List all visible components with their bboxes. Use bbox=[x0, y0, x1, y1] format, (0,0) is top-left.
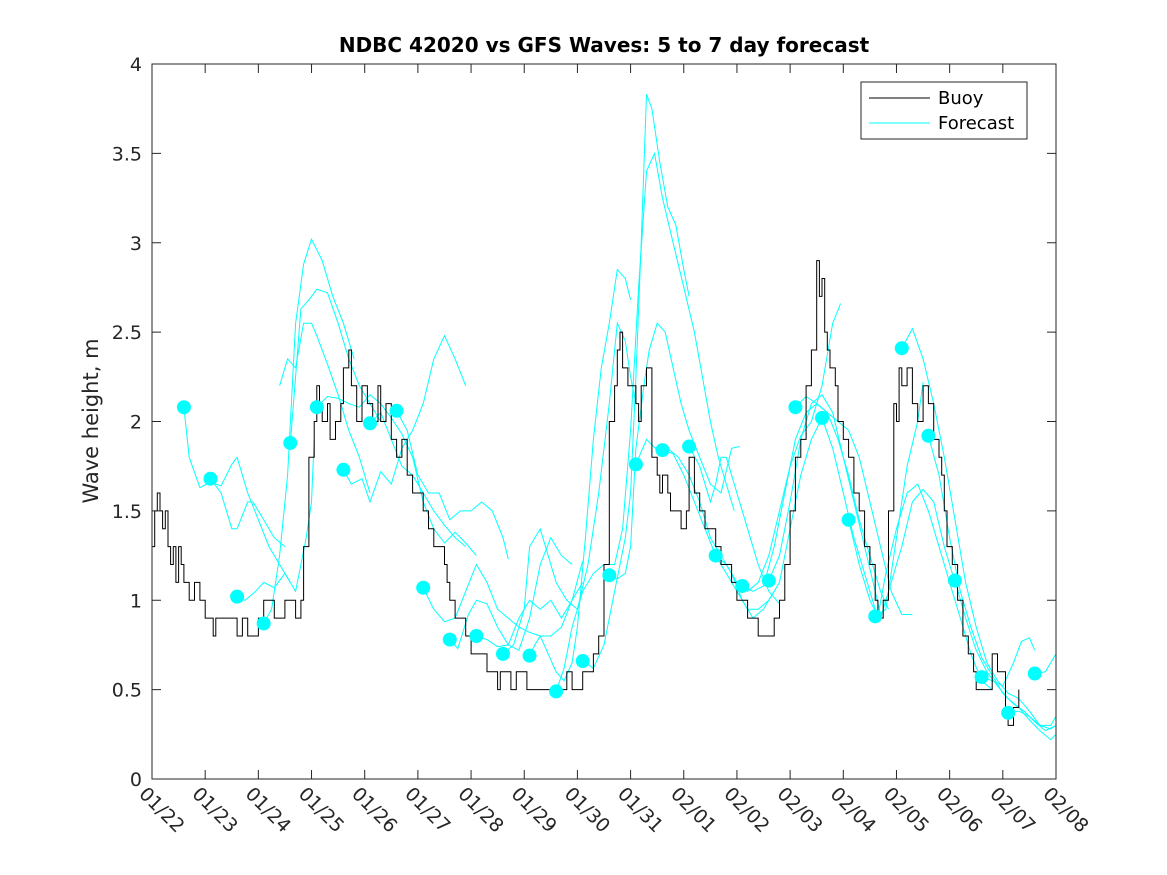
forecast-start-marker bbox=[176, 400, 191, 415]
forecast-start-marker bbox=[336, 462, 351, 477]
buoy-series-line bbox=[152, 260, 1020, 726]
forecast-start-marker bbox=[1027, 666, 1042, 681]
y-axis: 0 0.5 1 1.5 2 2.5 3 3.5 4 bbox=[112, 54, 1056, 791]
y-tick-label: 3 bbox=[130, 233, 142, 255]
legend-box bbox=[860, 81, 1028, 140]
forecast-start-marker bbox=[203, 471, 218, 486]
forecast-start-marker bbox=[549, 684, 564, 699]
plot-area bbox=[152, 64, 1056, 779]
forecast-start-marker bbox=[256, 616, 271, 631]
forecast-series-line bbox=[768, 393, 881, 615]
forecast-start-marker bbox=[363, 416, 378, 431]
forecast-start-marker bbox=[230, 589, 245, 604]
forecast-start-marker bbox=[708, 548, 723, 563]
forecast-start-marker bbox=[868, 609, 883, 624]
forecast-series-line bbox=[901, 327, 1057, 726]
forecast-series-line bbox=[848, 483, 993, 690]
forecast-start-marker bbox=[575, 654, 590, 669]
forecast-series-line bbox=[369, 411, 467, 547]
forecast-start-marker bbox=[469, 629, 484, 643]
forecast-series-line bbox=[874, 382, 924, 617]
y-tick-label: 0 bbox=[130, 769, 142, 791]
forecast-series-line bbox=[609, 322, 740, 580]
forecast-start-marker bbox=[735, 578, 750, 593]
y-tick-label: 1 bbox=[130, 590, 142, 612]
legend: Buoy Forecast bbox=[860, 81, 1028, 140]
legend-label-forecast: Forecast bbox=[938, 113, 1014, 134]
forecast-start-marker bbox=[309, 400, 324, 415]
forecast-start-marker bbox=[522, 648, 537, 663]
forecast-start-marker bbox=[921, 428, 936, 443]
forecast-series-line bbox=[279, 322, 371, 494]
forecast-start-marker bbox=[815, 410, 830, 425]
forecast-start-marker bbox=[894, 341, 909, 356]
forecast-series-line bbox=[289, 288, 382, 444]
forecast-series-line bbox=[954, 580, 1057, 741]
forecast-start-marker bbox=[389, 403, 404, 418]
y-tick-label: 0.5 bbox=[112, 680, 142, 702]
forecast-series-line bbox=[795, 395, 913, 615]
forecast-start-marker bbox=[442, 632, 457, 647]
forecast-series-line bbox=[555, 151, 735, 692]
forecast-start-marker bbox=[655, 443, 670, 458]
forecast-start-marker bbox=[947, 573, 962, 588]
y-axis-label: Wave height, m bbox=[79, 338, 103, 503]
forecast-start-marker bbox=[495, 646, 510, 661]
forecast-start-marker bbox=[1001, 705, 1016, 720]
legend-label-buoy: Buoy bbox=[938, 88, 984, 109]
forecast-start-marker bbox=[974, 670, 989, 685]
forecast-series-line bbox=[529, 268, 632, 682]
y-tick-label: 3.5 bbox=[112, 143, 142, 165]
chart-title: NDBC 42020 vs GFS Waves: 5 to 7 day fore… bbox=[339, 33, 870, 57]
y-tick-label: 2.5 bbox=[112, 322, 142, 344]
forecast-series-line bbox=[582, 94, 690, 669]
forecast-start-marker bbox=[416, 580, 431, 595]
forecast-series-line bbox=[396, 410, 509, 560]
forecast-series-line bbox=[210, 478, 286, 547]
forecast-series-line bbox=[476, 560, 584, 648]
forecast-series-line bbox=[1008, 710, 1057, 730]
forecast-series-line bbox=[422, 563, 584, 637]
forecast-start-marker bbox=[602, 568, 617, 583]
forecast-start-marker bbox=[283, 435, 298, 450]
y-tick-label: 2 bbox=[130, 412, 142, 434]
forecast-start-marker bbox=[788, 400, 803, 415]
forecast-start-marker bbox=[628, 457, 643, 472]
forecast-start-marker bbox=[682, 439, 697, 454]
forecast-series-line bbox=[263, 237, 355, 624]
forecast-start-marker bbox=[761, 573, 776, 588]
forecast-series-line bbox=[183, 407, 291, 583]
forecast-start-markers bbox=[176, 341, 1042, 720]
forecast-start-marker bbox=[841, 512, 856, 527]
y-tick-label: 1.5 bbox=[112, 501, 142, 523]
y-tick-label: 4 bbox=[130, 54, 142, 76]
series-layer bbox=[152, 94, 1057, 741]
